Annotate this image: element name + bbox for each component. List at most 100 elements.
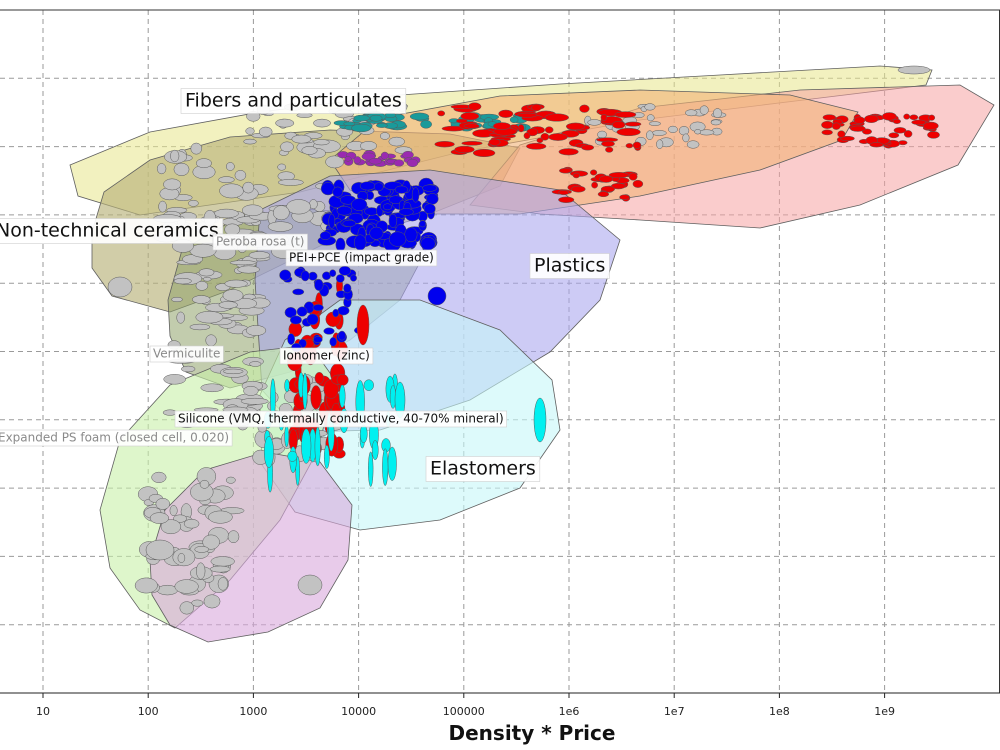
material-bubble-cyan	[284, 425, 289, 448]
x-axis-title: Density * Price	[449, 721, 616, 745]
material-bubble-gray	[202, 276, 212, 282]
material-bubble-gray	[195, 280, 209, 291]
material-bubble-blue	[369, 226, 384, 240]
material-bubble-red	[517, 112, 538, 118]
material-bubble-blue	[382, 203, 393, 211]
material-label: Silicone (VMQ, thermally conductive, 40-…	[174, 410, 507, 428]
material-bubble-gray	[651, 130, 667, 136]
material-bubble-red	[488, 138, 501, 146]
material-bubble-teal	[420, 120, 432, 129]
material-label: Ionomer (zinc)	[279, 347, 374, 365]
material-bubble-gray	[195, 311, 224, 324]
material-label-text: Expanded PS foam (closed cell, 0.020)	[0, 431, 229, 445]
material-bubble-gray	[379, 132, 390, 140]
material-bubble-red	[599, 175, 614, 183]
material-bubble-red	[526, 142, 547, 150]
material-bubble-gray	[388, 136, 405, 147]
material-bubble-red	[591, 181, 598, 189]
material-bubble-cyan	[301, 428, 312, 464]
material-bubble-gray	[173, 514, 187, 523]
material-bubble-red	[492, 122, 511, 130]
material-bubble-cyan	[359, 424, 368, 444]
material-bubble-gray	[234, 170, 247, 181]
x-tick-label: 10000	[341, 705, 376, 718]
material-bubble-gray	[171, 296, 183, 303]
material-bubble-blue	[350, 274, 357, 282]
material-bubble-gray	[597, 130, 607, 139]
family-label-box	[425, 456, 541, 482]
material-bubble-red	[310, 385, 322, 410]
chart-labels: Fibers and particulates Non-technical cer…	[0, 88, 610, 482]
material-bubble-blue	[353, 234, 367, 251]
material-bubble-red	[632, 179, 644, 188]
material-bubble-gray	[156, 163, 167, 175]
material-bubble-gray	[242, 181, 255, 194]
material-bubble-gray	[218, 176, 235, 184]
material-bubble-cyan	[295, 456, 300, 486]
material-bubble-blue	[296, 306, 308, 317]
material-bubble-red	[460, 112, 480, 121]
material-bubble-blue	[338, 265, 351, 276]
material-bubble-red	[911, 119, 927, 125]
material-bubble-blue	[329, 269, 337, 277]
material-bubble-gray	[245, 325, 267, 336]
material-bubble-gray	[686, 140, 700, 149]
material-bubble-red	[544, 113, 569, 122]
material-bubble-gray	[222, 368, 244, 375]
material-bubble-gray	[149, 512, 169, 524]
material-bubble-gray	[198, 268, 215, 277]
material-bubble-gray	[243, 138, 257, 145]
material-bubble-cyan	[287, 450, 298, 462]
material-bubble-cyan	[284, 379, 290, 393]
material-bubble-gray	[277, 163, 287, 171]
material-bubble-gray	[209, 565, 231, 573]
material-bubble-blue	[332, 186, 343, 198]
material-bubble-gray	[196, 562, 206, 580]
material-bubble-cyan	[533, 397, 547, 443]
material-bubble-blue	[300, 270, 310, 282]
material-bubble-blue	[423, 203, 436, 215]
material-bubble-red	[624, 121, 642, 127]
material-bubble-red	[437, 110, 446, 117]
material-bubble-cyan	[339, 384, 346, 408]
material-bubble-gray	[682, 133, 690, 143]
material-bubble-red	[559, 167, 572, 174]
material-bubble-red	[468, 102, 482, 111]
material-bubble-gray	[272, 205, 290, 221]
material-bubble-cyan	[314, 426, 321, 467]
family-label-box	[529, 253, 610, 279]
material-bubble-gray	[694, 129, 702, 135]
material-bubble-cyan	[371, 440, 379, 461]
material-bubble-blue	[411, 187, 420, 203]
material-bubble-red	[558, 148, 579, 156]
material-label-text: Vermiculite	[153, 347, 220, 361]
material-bubble-gray	[145, 539, 175, 561]
material-bubble-teal	[376, 123, 388, 128]
material-label-text: Silicone (VMQ, thermally conductive, 40-…	[178, 412, 504, 426]
material-bubble-gray	[291, 134, 312, 144]
material-bubble-red	[909, 114, 919, 121]
material-bubble-red	[356, 304, 370, 346]
material-bubble-blue	[332, 308, 340, 318]
material-bubble-red	[608, 172, 629, 179]
material-bubble-gray	[245, 127, 255, 135]
material-bubble-blue	[373, 182, 384, 192]
material-bubble-blue	[329, 337, 337, 347]
material-bubble-red	[548, 133, 568, 141]
material-bubble-gray	[587, 119, 602, 126]
material-bubble-red	[869, 142, 884, 148]
material-bubble-blue	[306, 313, 319, 326]
material-bubble-red	[336, 374, 349, 386]
material-bubble-blue	[292, 288, 305, 296]
material-bubble-gray	[203, 594, 221, 609]
x-axis: 10 100 1000 10000 100000 1e6 1e7 1e8 1e9	[0, 692, 1000, 718]
x-tick-label: 1000	[239, 705, 267, 718]
material-bubble-gray	[240, 397, 269, 405]
material-bubble-red	[565, 122, 586, 131]
material-bubble-blue	[335, 274, 345, 283]
material-bubble-gray	[644, 103, 656, 111]
material-bubble-blue	[343, 283, 352, 294]
material-bubble-gray	[648, 121, 661, 126]
material-bubble-blue	[337, 306, 350, 316]
material-bubble-blue	[313, 336, 323, 343]
